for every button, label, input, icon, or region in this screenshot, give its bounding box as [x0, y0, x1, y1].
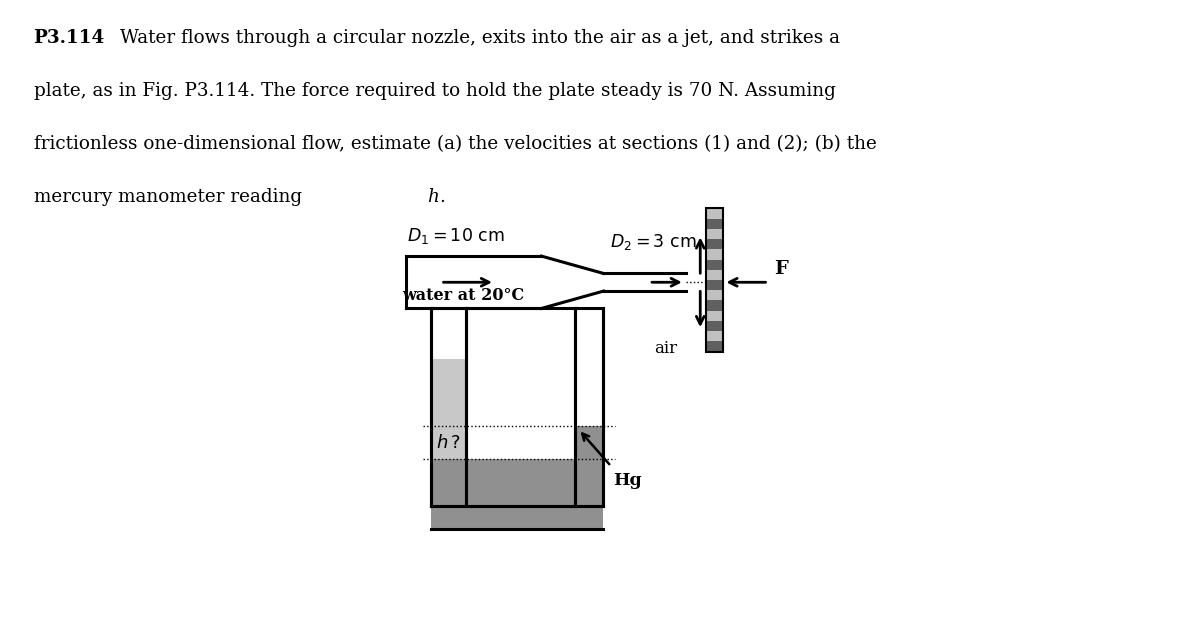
Bar [707, 280, 724, 290]
Text: frictionless one-dimensional flow, estimate (a) the velocities at sections (1) a: frictionless one-dimensional flow, estim… [34, 135, 876, 153]
Text: $D_2 = 3\ \mathrm{cm}$: $D_2 = 3\ \mathrm{cm}$ [610, 232, 696, 252]
Text: Water flows through a circular nozzle, exits into the air as a jet, and strikes : Water flows through a circular nozzle, e… [120, 29, 840, 47]
Bar [707, 311, 724, 321]
Bar [431, 459, 604, 528]
Bar [707, 208, 724, 219]
Text: $D_1 = 10\ \mathrm{cm}$: $D_1 = 10\ \mathrm{cm}$ [407, 226, 505, 246]
Bar [707, 270, 724, 280]
Bar [707, 219, 724, 229]
Text: air: air [654, 340, 678, 357]
Bar [707, 208, 724, 351]
Bar [431, 459, 466, 528]
Bar [707, 239, 724, 249]
Text: plate, as in Fig. P3.114. The force required to hold the plate steady is 70 N. A: plate, as in Fig. P3.114. The force requ… [34, 82, 835, 100]
Bar [707, 229, 724, 239]
Bar [707, 290, 724, 300]
Bar [707, 341, 724, 351]
Bar [707, 259, 724, 270]
Text: mercury manometer reading: mercury manometer reading [34, 188, 307, 206]
Text: $h\,?$: $h\,?$ [436, 434, 461, 452]
Bar [707, 300, 724, 311]
Text: P3.114: P3.114 [34, 29, 104, 47]
Bar [431, 505, 604, 528]
Text: .: . [439, 188, 445, 206]
Bar [707, 249, 724, 259]
Bar [575, 426, 604, 528]
Text: h: h [427, 188, 439, 206]
Text: F: F [774, 261, 787, 279]
Bar [431, 359, 466, 459]
Bar [707, 321, 724, 331]
Bar [707, 331, 724, 341]
Text: water at 20°C: water at 20°C [402, 287, 524, 304]
Text: Hg: Hg [613, 472, 642, 489]
